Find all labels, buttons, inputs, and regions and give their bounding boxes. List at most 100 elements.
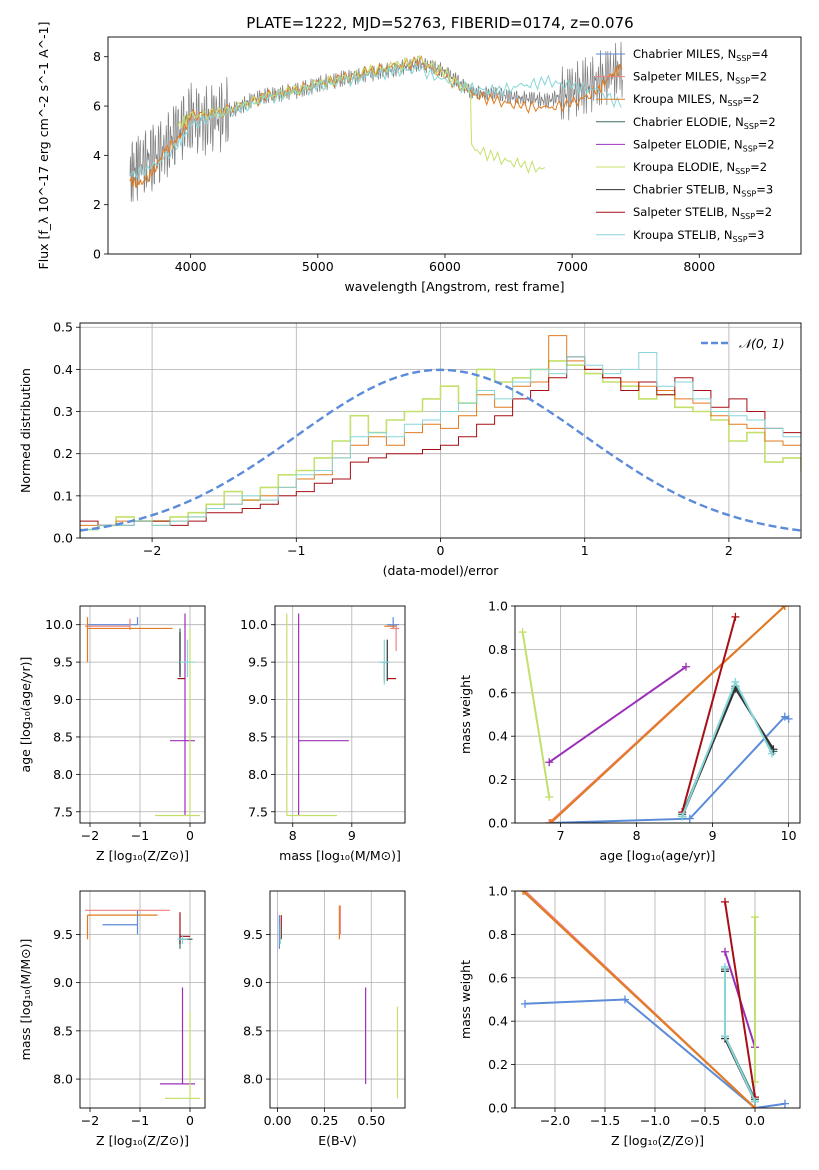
y-tick-label: 8.0 xyxy=(53,1072,73,1087)
y-tick-label: 0.3 xyxy=(53,404,73,419)
x-tick-label: 0.00 xyxy=(264,1113,292,1128)
y-tick-label: 0.8 xyxy=(488,927,508,942)
legend-label: Kroupa STELIB, NSSP=3 xyxy=(633,228,764,244)
x-tick-label: −2.0 xyxy=(540,1113,570,1128)
plot-area-weight_vs_z xyxy=(519,891,789,1108)
plot-area-mass_vs_z xyxy=(85,909,200,1099)
y-tick-label: 0.2 xyxy=(488,772,508,787)
legend: Chabrier MILES, NSSP=4 Salpeter MILES, NS… xyxy=(596,47,776,244)
x-axis-label: (data-model)/error xyxy=(383,563,500,578)
y-tick-label: 0.1 xyxy=(53,488,73,503)
weight-marker xyxy=(685,814,694,823)
y-axis-label: mass weight xyxy=(458,675,473,754)
gaussian-curve xyxy=(80,368,801,532)
weight-marker xyxy=(781,1099,789,1108)
chart-residuals: −2 −1 0 1 2 0.0 0.1 0.2 0.3 0.4 0.5 𝒩(0, 1) (data-mo… xyxy=(18,320,802,578)
weight-line xyxy=(522,891,756,1108)
x-tick-label: 0 xyxy=(186,828,194,843)
x-tick-label: −1.0 xyxy=(640,1113,670,1128)
plot-area-residuals xyxy=(80,335,801,538)
chart-age_vs_z: −2 −1 0 7.5 8.0 8.5 9.0 9.5 10.0 Z [log₁₀(Z/Z⊙)] a… xyxy=(18,605,206,863)
weight-marker xyxy=(518,628,527,637)
y-axis-label: Normed distribution xyxy=(18,368,33,493)
legend-label: Kroupa ELODIE, NSSP=2 xyxy=(633,160,767,176)
histogram-hist_c xyxy=(80,356,801,538)
weight-line xyxy=(549,715,790,823)
weight-marker xyxy=(731,612,740,621)
x-axis-label: wavelength [Angstrom, rest frame] xyxy=(344,279,564,294)
legend-label: Salpeter STELIB, NSSP=2 xyxy=(633,205,772,221)
y-tick-label: 10.0 xyxy=(45,617,73,632)
x-tick-label: 0.0 xyxy=(745,1113,765,1128)
weight-marker xyxy=(784,714,793,723)
weight-marker xyxy=(751,913,759,922)
legend-label: Salpeter ELODIE, NSSP=2 xyxy=(633,137,775,153)
weight-marker xyxy=(751,1097,759,1106)
y-tick-label: 0.6 xyxy=(488,970,508,985)
y-tick-label: 9.5 xyxy=(53,927,73,942)
x-tick-label: 9 xyxy=(709,828,717,843)
x-tick-label: −2 xyxy=(81,828,99,843)
x-tick-label: −2 xyxy=(81,1113,99,1128)
plot-area-spectrum xyxy=(129,41,623,202)
x-tick-label: 7000 xyxy=(556,259,588,274)
weight-marker xyxy=(721,962,729,971)
legend: 𝒩(0, 1) xyxy=(701,336,785,351)
y-tick-label: 9.0 xyxy=(243,975,263,990)
plot-frame xyxy=(514,890,801,1109)
y-axis-label: Flux [f_λ 10^-17 erg cm^-2 s^-1 A^-1] xyxy=(36,22,51,270)
y-axis-label: age [log₁₀(age/yr)] xyxy=(18,657,33,773)
x-tick-label: −1 xyxy=(131,1113,149,1128)
x-tick-label: 8 xyxy=(289,828,297,843)
y-tick-label: 8.5 xyxy=(243,1023,263,1038)
plot-frame xyxy=(79,890,206,1109)
y-tick-label: 9.5 xyxy=(53,655,73,670)
plot-frame xyxy=(514,605,801,824)
y-tick-label: 0.0 xyxy=(53,531,73,546)
plot-frame xyxy=(79,322,802,539)
weight-marker xyxy=(731,677,740,686)
y-tick-label: 0.0 xyxy=(488,816,508,831)
x-axis-label: E(B-V) xyxy=(318,1133,357,1148)
y-tick-label: 9.5 xyxy=(248,655,268,670)
plot-area-weight_vs_age xyxy=(518,606,793,823)
x-axis-label: Z [log₁₀(Z/Z⊙)] xyxy=(611,1133,704,1148)
weight-marker xyxy=(767,749,776,758)
x-tick-label: 0 xyxy=(186,1113,194,1128)
weight-line xyxy=(681,616,737,813)
x-axis-label: Z [log₁₀(Z/Z⊙)] xyxy=(96,1133,189,1148)
x-axis-label: mass [log₁₀(M/M⊙)] xyxy=(279,848,401,863)
legend-label: 𝒩(0, 1) xyxy=(739,336,785,351)
x-tick-label: 5000 xyxy=(302,259,334,274)
chart-age_vs_mass: 8 9 7.5 8.0 8.5 9.0 9.5 10.0 mass [log₁₀(M/M⊙)] xyxy=(240,605,406,863)
weight-marker xyxy=(546,819,555,823)
y-tick-label: 8.0 xyxy=(248,767,268,782)
weight-marker xyxy=(621,995,629,1004)
chart-weight_vs_age: 7 8 9 10 0.0 0.2 0.4 0.6 0.8 1.0 age [log₁₀(age/yr… xyxy=(458,599,801,863)
legend-label: Salpeter MILES, NSSP=2 xyxy=(633,70,767,86)
legend-label: Kroupa MILES, NSSP=2 xyxy=(633,92,759,108)
weight-marker xyxy=(545,758,554,767)
y-tick-label: 0.6 xyxy=(488,685,508,700)
y-tick-label: 8.5 xyxy=(53,729,73,744)
y-tick-label: 6 xyxy=(93,99,101,114)
x-tick-label: −0.5 xyxy=(690,1113,720,1128)
weight-marker xyxy=(545,792,554,801)
y-tick-label: 0.0 xyxy=(488,1101,508,1116)
x-tick-label: 1 xyxy=(581,543,589,558)
x-tick-label: 6000 xyxy=(429,259,461,274)
legend-label: Chabrier ELODIE, NSSP=2 xyxy=(633,115,776,131)
weight-line xyxy=(550,606,786,823)
plot-frame xyxy=(79,605,206,824)
plot-frame xyxy=(269,890,406,1109)
chart-mass_vs_ebv: 0.00 0.25 0.50 8.0 8.5 9.0 9.5 E(B-V) xyxy=(243,890,406,1148)
y-axis-label: mass [log₁₀(M/M⊙)] xyxy=(18,939,33,1061)
plot-area-age_vs_z xyxy=(85,613,200,817)
weight-marker xyxy=(519,891,527,895)
spectrum-line-stelib_models xyxy=(129,62,622,179)
x-tick-label: −1.5 xyxy=(590,1113,620,1128)
y-tick-label: 0.4 xyxy=(488,729,508,744)
histogram-hist_d xyxy=(80,352,801,538)
